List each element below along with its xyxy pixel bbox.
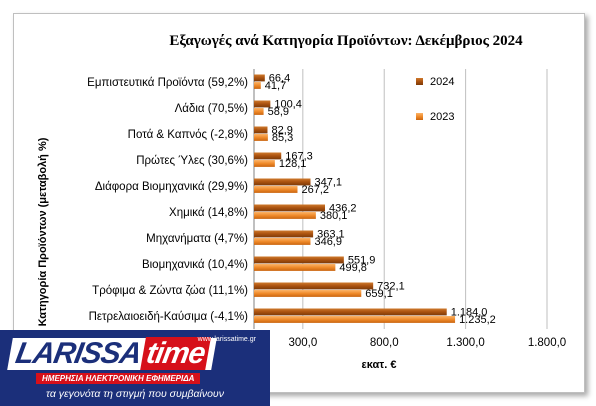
bar-2023: [254, 160, 275, 167]
category-label: Τρόφιμα & Ζώντα ζώα (11,1%): [92, 285, 248, 297]
larissatime-logo: LARISSAtime www.larissatime.gr ΗΜΕΡΗΣΙΑ …: [0, 330, 270, 406]
data-label-2023: 41,7: [265, 80, 286, 92]
legend-swatch-2024: [416, 78, 423, 85]
bar-2023: [254, 108, 264, 115]
bar-2024: [254, 308, 447, 316]
chart-title: Εξαγωγές ανά Κατηγορία Προϊόντων: Δεκέμβ…: [169, 33, 523, 49]
category-label: Χημικά (14,8%): [169, 207, 248, 219]
legend-label-2023: 2023: [430, 111, 454, 123]
bar-2024: [254, 126, 268, 134]
bar-2024: [254, 100, 271, 108]
bar-2024: [254, 152, 282, 160]
data-label-2024: 66,4: [269, 73, 290, 85]
data-label-2023: 346,9: [314, 236, 342, 248]
logo-url: www.larissatime.gr: [197, 336, 256, 343]
chart-frame: Εξαγωγές ανά Κατηγορία Προϊόντων: Δεκέμβ…: [13, 13, 585, 393]
bar-2024: [254, 178, 311, 186]
data-label-2023: 499,8: [339, 262, 367, 274]
data-label-2023: 1.235,2: [459, 314, 496, 326]
data-label-2024: 167,3: [285, 151, 313, 163]
logo-tagline: τα γεγονότα τη στιγμή που συμβαίνουν: [46, 388, 224, 400]
data-label-2024: 1.184,0: [451, 307, 488, 319]
data-label-2023: 659,1: [365, 288, 393, 300]
data-label-2024: 436,2: [329, 203, 357, 215]
bar-2023: [254, 264, 336, 271]
x-tick-label: 300,0: [288, 337, 317, 349]
bar-2024: [254, 256, 344, 264]
category-label: Πετρελαιοειδή-Καύσιμα (-4,1%): [89, 311, 249, 323]
legend-label-2024: 2024: [430, 76, 454, 88]
bar-2024: [254, 282, 374, 290]
bar-2023: [254, 238, 311, 245]
bar-2024: [254, 74, 265, 82]
category-label: Εμπιστευτικά Προϊόντα (59,2%): [87, 77, 248, 89]
data-label-2023: 58,9: [268, 106, 289, 118]
data-label-2023: 267,2: [301, 184, 329, 196]
bar-2023: [254, 186, 298, 193]
logo-subtitle: ΗΜΕΡΗΣΙΑ ΗΛΕΚΤΡΟΝΙΚΗ ΕΦΗΜΕΡΙΔΑ: [36, 373, 201, 384]
data-label-2024: 551,9: [348, 255, 376, 267]
y-axis-label: Κατηγορία Προϊόντων (μεταβολή %): [37, 137, 49, 326]
category-label: Βιομηχανικά (10,4%): [142, 259, 248, 271]
data-label-2023: 380,1: [320, 210, 348, 222]
bar-2023: [254, 290, 362, 297]
plot-area: 300,0 800,0 1.300,0 1.800,0 Εμπιστευτικά Προ…: [87, 69, 566, 349]
bar-2024: [254, 230, 314, 238]
bar-2024: [254, 204, 326, 212]
x-axis-label: εκατ. €: [362, 359, 397, 371]
logo-wordmark: LARISSAtime: [7, 337, 218, 370]
data-label-2024: 82,9: [271, 125, 292, 137]
category-label: Πρώτες Ύλες (30,6%): [136, 155, 248, 167]
bar-2023: [254, 134, 268, 141]
bar-2023: [254, 316, 456, 323]
data-label-2024: 732,1: [377, 281, 405, 293]
data-label-2023: 85,3: [272, 132, 293, 144]
category-label: Μηχανήματα (4,7%): [146, 233, 248, 245]
category-label: Διάφορα Βιομηχανικά (29,9%): [95, 181, 248, 193]
legend-swatch-2023: [416, 113, 423, 120]
category-label: Ποτά & Καπνός (-2,8%): [128, 129, 248, 141]
export-chart: Εξαγωγές ανά Κατηγορία Προϊόντων: Δεκέμβ…: [37, 33, 566, 371]
data-label-2023: 128,1: [279, 158, 307, 170]
x-tick-label: 1.800,0: [528, 337, 566, 349]
bar-2023: [254, 82, 261, 89]
data-label-2024: 100,4: [274, 99, 302, 111]
x-tick-label: 1.300,0: [446, 337, 484, 349]
data-label-2024: 363,1: [317, 229, 345, 241]
x-tick-label: 800,0: [370, 337, 399, 349]
bar-2023: [254, 212, 316, 219]
data-label-2024: 347,1: [315, 177, 343, 189]
category-label: Λάδια (70,5%): [175, 103, 249, 115]
